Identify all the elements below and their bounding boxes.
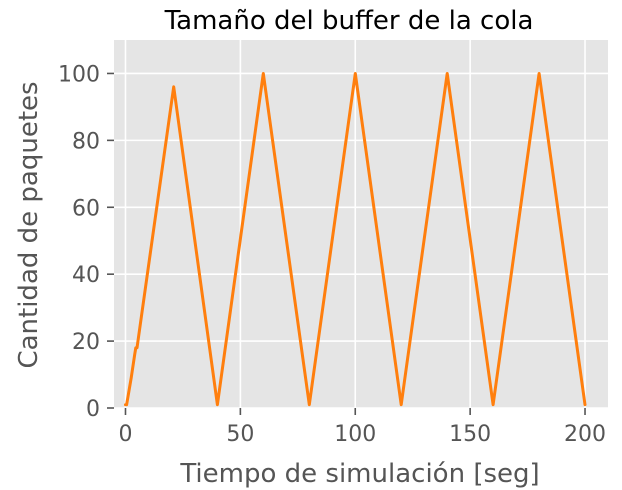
y-tick-label: 20	[72, 330, 100, 355]
series-line	[124, 72, 587, 407]
series-layer	[124, 72, 587, 407]
x-tick-label: 100	[334, 422, 376, 447]
x-tick-label: 150	[449, 422, 491, 447]
chart-title: Tamaño del buffer de la cola	[164, 6, 534, 36]
y-axis-label: Cantidad de paquetes	[14, 81, 44, 368]
x-tick-label: 0	[118, 422, 132, 447]
x-tick-label: 50	[226, 422, 254, 447]
y-tick-label: 0	[86, 397, 100, 422]
grid	[114, 40, 608, 409]
y-tick-label: 80	[72, 129, 100, 154]
axis-ticks: 0 50 100 150 200 0 20 40 60 80 100	[58, 62, 606, 447]
plot-background	[114, 40, 608, 408]
y-tick-label: 100	[58, 62, 100, 87]
x-tick-label: 200	[564, 422, 606, 447]
x-axis-label: Tiempo de simulación [seg]	[179, 459, 539, 489]
y-tick-label: 40	[72, 263, 100, 288]
y-tick-label: 60	[72, 196, 100, 221]
